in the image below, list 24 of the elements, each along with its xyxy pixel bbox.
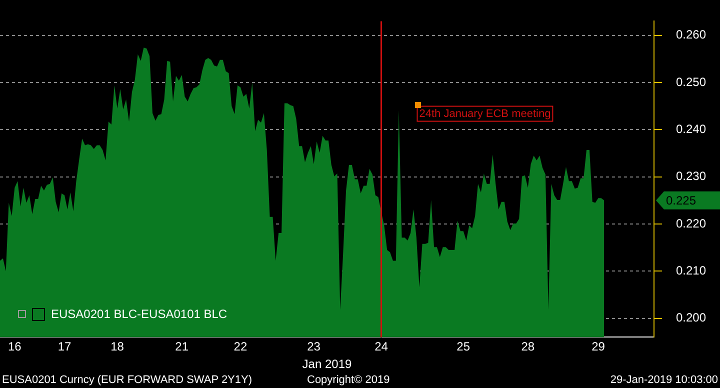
x-tick-label: 25 [456, 340, 470, 354]
x-tick-label: 22 [234, 340, 248, 354]
text: Copyright© 2019 [307, 374, 390, 386]
x-tick-label: 21 [175, 340, 189, 354]
x-tick-label: 16 [8, 340, 22, 354]
x-tick-label: 28 [521, 340, 535, 354]
y-tick-label: 0.260 [676, 28, 706, 42]
y-tick-label: 0.210 [676, 263, 706, 278]
text: EUSA0201 Curncy (EUR FORWARD SWAP 2Y1Y) [2, 374, 252, 386]
x-tick-label: 29 [592, 340, 606, 354]
y-tick-label: 0.240 [676, 122, 706, 136]
series-label: EUSA0201 BLC-EUSA0101 BLC [51, 307, 228, 322]
y-tick-label: 0.200 [676, 310, 706, 325]
y-tick-label: 0.250 [676, 74, 706, 89]
y-tick-label: 0.220 [676, 216, 706, 230]
text: 29-Jan-2019 10:03:00 [610, 374, 718, 386]
y-tick-label: 0.230 [676, 169, 706, 184]
x-tick-label: 17 [58, 340, 72, 354]
text: 0.225 [666, 194, 696, 208]
x-tick-label: 18 [110, 340, 124, 354]
x-tick-label: 24 [374, 340, 388, 354]
x-tick-label: 23 [307, 340, 321, 354]
ref-line-label: 24th January ECB meeting [419, 108, 551, 120]
x-axis-title: Jan 2019 [302, 357, 352, 372]
